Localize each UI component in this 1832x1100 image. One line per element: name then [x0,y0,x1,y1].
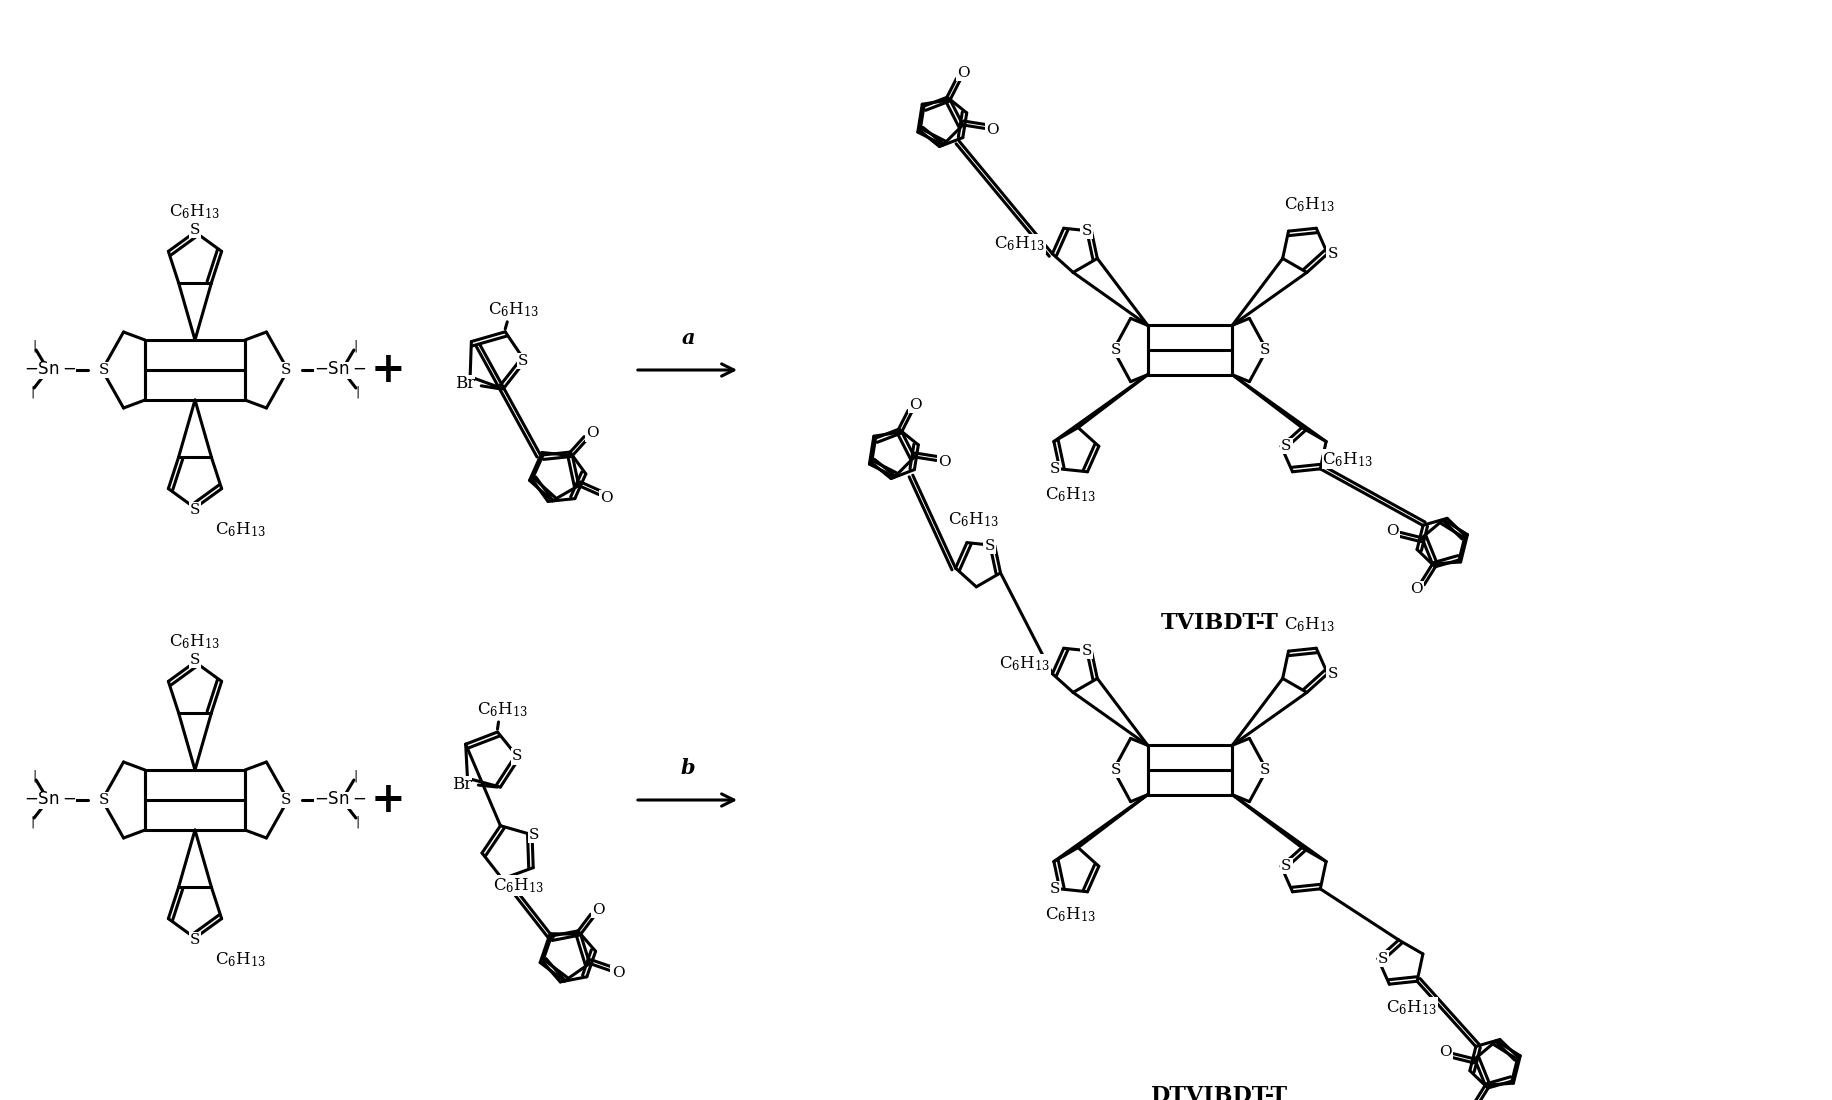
Text: S: S [1259,763,1270,777]
Text: |: | [31,770,37,782]
Text: DTVIBDT-T: DTVIBDT-T [1152,1085,1288,1100]
Text: a: a [682,328,694,348]
Text: $\mathregular{C_6H_{13}}$: $\mathregular{C_6H_{13}}$ [476,701,528,719]
Text: $\mathregular{C_6H_{13}}$: $\mathregular{C_6H_{13}}$ [169,632,220,651]
Text: |: | [354,770,357,782]
Text: |: | [354,340,357,352]
Text: O: O [986,122,998,136]
Text: S: S [191,933,200,947]
Text: O: O [938,454,951,469]
Text: S: S [1281,859,1292,873]
Text: $\mathregular{C_6H_{13}}$: $\mathregular{C_6H_{13}}$ [1323,450,1374,469]
Text: S: S [191,503,200,517]
Text: $\mathregular{C_6H_{13}}$: $\mathregular{C_6H_{13}}$ [1284,616,1336,635]
Text: Br: Br [453,776,473,793]
Text: O: O [599,491,612,505]
Text: $\mathregular{C_6H_{13}}$: $\mathregular{C_6H_{13}}$ [1044,905,1096,924]
Text: S: S [191,653,200,667]
Text: O: O [1440,1045,1453,1058]
Text: S: S [1050,462,1061,476]
Text: $-\mathrm{Sn}-$: $-\mathrm{Sn}-$ [24,362,77,378]
Text: $\mathregular{C_6H_{13}}$: $\mathregular{C_6H_{13}}$ [995,234,1046,253]
Text: S: S [1110,343,1121,358]
Text: $\mathregular{C_6H_{13}}$: $\mathregular{C_6H_{13}}$ [1385,998,1436,1016]
Text: $-\mathrm{Sn}-$: $-\mathrm{Sn}-$ [24,792,77,808]
Text: +: + [370,779,405,821]
Text: S: S [1328,246,1337,261]
Text: |: | [355,815,361,828]
Text: S: S [518,354,528,368]
Text: +: + [370,349,405,390]
Text: S: S [1281,439,1292,453]
Text: $\mathregular{C_6H_{13}}$: $\mathregular{C_6H_{13}}$ [1044,485,1096,504]
Text: S: S [1259,343,1270,358]
Text: Br: Br [454,375,474,393]
Text: S: S [1328,667,1337,681]
Text: $\mathregular{C_6H_{13}}$: $\mathregular{C_6H_{13}}$ [214,520,266,539]
Text: $\mathregular{C_6H_{13}}$: $\mathregular{C_6H_{13}}$ [949,510,1000,529]
Text: $\mathregular{C_6H_{13}}$: $\mathregular{C_6H_{13}}$ [487,300,539,319]
Text: S: S [984,539,995,552]
Text: |: | [31,340,37,352]
Text: |: | [29,815,35,828]
Text: S: S [280,363,291,377]
Text: $\mathregular{C_6H_{13}}$: $\mathregular{C_6H_{13}}$ [169,202,220,221]
Text: S: S [280,793,291,807]
Text: S: S [99,363,110,377]
Text: O: O [958,66,969,80]
Text: O: O [1387,524,1400,538]
Text: $\mathregular{C_6H_{13}}$: $\mathregular{C_6H_{13}}$ [998,654,1050,673]
Text: S: S [511,749,522,763]
Text: O: O [586,427,599,440]
Text: S: S [1378,952,1389,966]
Text: S: S [1110,763,1121,777]
Text: S: S [191,223,200,236]
Text: $\mathregular{C_6H_{13}}$: $\mathregular{C_6H_{13}}$ [1284,196,1336,214]
Text: $-\mathrm{Sn}-$: $-\mathrm{Sn}-$ [313,792,366,808]
Text: O: O [612,966,625,980]
Text: S: S [529,828,539,842]
Text: S: S [1081,224,1092,238]
Text: |: | [29,385,35,398]
Text: O: O [592,903,605,917]
Text: $\mathregular{C_6H_{13}}$: $\mathregular{C_6H_{13}}$ [493,877,544,895]
Text: |: | [355,385,361,398]
Text: $\mathregular{C_6H_{13}}$: $\mathregular{C_6H_{13}}$ [214,950,266,969]
Text: O: O [1411,582,1423,596]
Text: b: b [682,758,696,778]
Text: S: S [99,793,110,807]
Text: S: S [1050,882,1061,895]
Text: O: O [909,398,921,412]
Text: S: S [1081,645,1092,658]
Text: TVIBDT-T: TVIBDT-T [1161,612,1279,634]
Text: $-\mathrm{Sn}-$: $-\mathrm{Sn}-$ [313,362,366,378]
